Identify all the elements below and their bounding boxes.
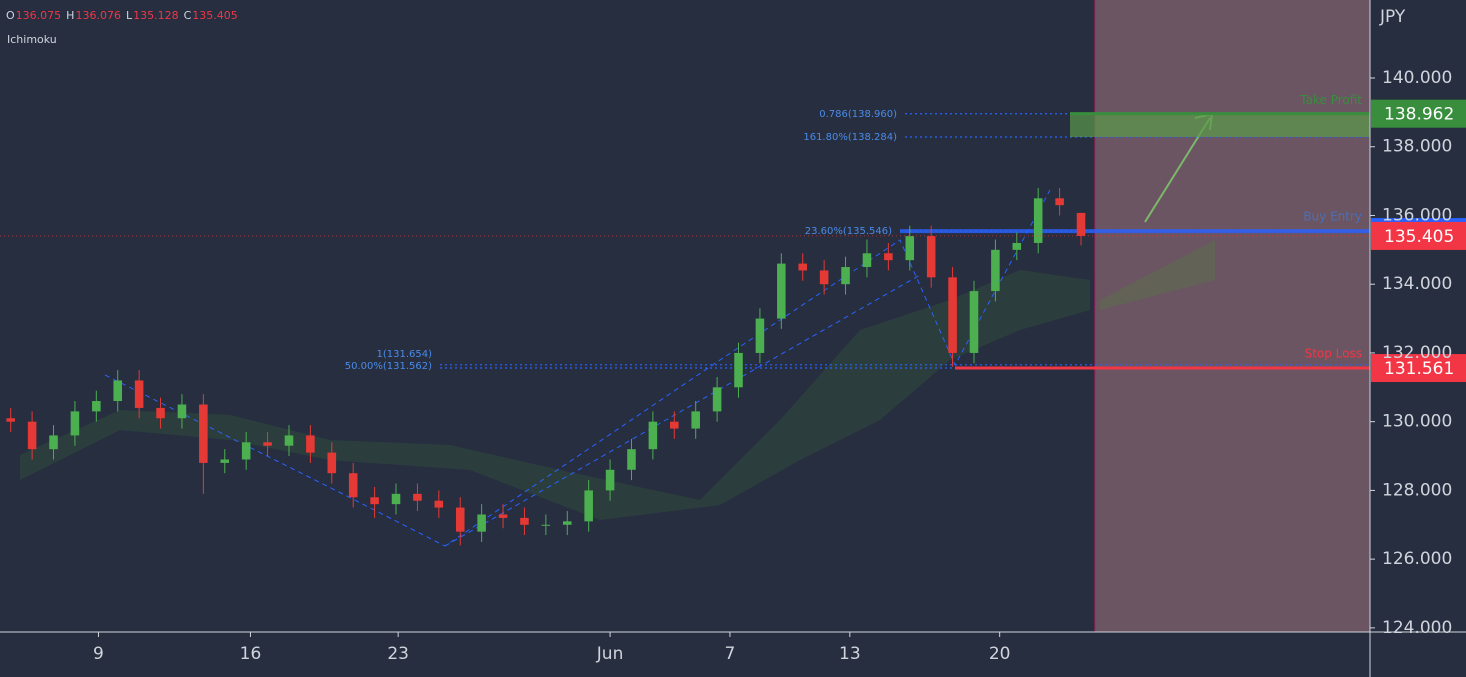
level-label: Stop Loss bbox=[1305, 347, 1362, 361]
x-tick-label: 9 bbox=[93, 644, 104, 664]
candle-body bbox=[391, 493, 401, 505]
x-tick-label: 23 bbox=[387, 644, 409, 664]
future-zone bbox=[1095, 0, 1370, 632]
candle-body bbox=[134, 380, 144, 408]
candle-body bbox=[926, 236, 936, 278]
candle-body bbox=[905, 236, 915, 261]
price-badge-text: 138.962 bbox=[1384, 105, 1454, 125]
take-profit-zone bbox=[1070, 113, 1370, 137]
candle-body bbox=[306, 435, 315, 453]
fib-label: 50.00%(131.562) bbox=[345, 361, 432, 372]
candle-body bbox=[1012, 242, 1022, 250]
candle-body bbox=[220, 459, 230, 463]
candle-body bbox=[70, 411, 80, 436]
candle-body bbox=[948, 277, 957, 353]
candle-body bbox=[498, 514, 508, 518]
ohlc-key: H bbox=[66, 9, 74, 22]
candle-body bbox=[1033, 198, 1043, 243]
ohlc-value: 136.076 bbox=[75, 9, 121, 22]
candle-body bbox=[734, 352, 743, 388]
candle-body bbox=[648, 421, 658, 450]
ohlc-key: O bbox=[6, 9, 15, 22]
ichimoku-cloud bbox=[20, 270, 1090, 520]
candle-body bbox=[434, 500, 444, 508]
candle-body bbox=[327, 452, 337, 474]
y-tick-label: 136.000 bbox=[1382, 205, 1452, 225]
ohlc-value: 135.405 bbox=[192, 9, 238, 22]
candle-body bbox=[27, 421, 37, 450]
x-tick-label: Jun bbox=[596, 644, 624, 664]
candle-body bbox=[92, 401, 101, 412]
current-price-badge bbox=[1371, 221, 1466, 250]
candle-body bbox=[348, 473, 358, 498]
candle-body bbox=[520, 517, 529, 525]
level-label: Take Profit bbox=[1299, 93, 1362, 107]
candle-body bbox=[241, 442, 251, 460]
zigzag-path bbox=[444, 274, 921, 547]
fib-label: 161.80%(138.284) bbox=[803, 132, 897, 143]
candle-body bbox=[1076, 212, 1086, 236]
ichimoku-cloud-future bbox=[1100, 240, 1215, 310]
candle-body bbox=[477, 514, 486, 532]
candle-body bbox=[6, 418, 15, 422]
candle-body bbox=[413, 493, 422, 501]
candle-body bbox=[862, 253, 872, 268]
indicator-label: Ichimoku bbox=[7, 33, 57, 46]
fib-label: 0.786(138.960) bbox=[819, 109, 897, 120]
candle-body bbox=[670, 421, 679, 429]
candle-body bbox=[969, 291, 979, 353]
candle-body bbox=[541, 524, 551, 526]
candle-body bbox=[562, 521, 572, 525]
fib-label: 23.60%(135.546) bbox=[805, 226, 892, 237]
candle-body bbox=[199, 404, 208, 463]
candle-body bbox=[755, 318, 765, 353]
candle-body bbox=[884, 253, 893, 261]
ohlc-key: L bbox=[126, 9, 133, 22]
candle-body bbox=[1055, 198, 1064, 206]
candle-body bbox=[584, 490, 593, 522]
x-tick-label: 16 bbox=[240, 644, 262, 664]
candle-body bbox=[841, 267, 850, 285]
candle-body bbox=[455, 507, 465, 532]
candle-body bbox=[991, 249, 1000, 292]
current-price-text: 135.405 bbox=[1384, 227, 1454, 247]
candle-body bbox=[605, 469, 615, 491]
y-tick-label: 138.000 bbox=[1382, 137, 1452, 157]
fib-label: 1(131.654) bbox=[376, 349, 432, 360]
candle-body bbox=[819, 270, 829, 285]
candle-body bbox=[156, 407, 165, 419]
x-tick-label: 7 bbox=[725, 644, 736, 664]
y-tick-label: 134.000 bbox=[1382, 274, 1452, 294]
candle-body bbox=[284, 435, 294, 446]
candle-body bbox=[177, 404, 187, 419]
candle-body bbox=[798, 263, 808, 271]
ohlc-value: 136.075 bbox=[16, 9, 62, 22]
candle-body bbox=[691, 411, 700, 429]
y-tick-label: 126.000 bbox=[1382, 549, 1452, 569]
ohlc-value: 135.128 bbox=[133, 9, 179, 22]
currency: JPY bbox=[1379, 7, 1406, 27]
price-badge bbox=[1371, 354, 1466, 383]
y-tick-label: 124.000 bbox=[1382, 618, 1452, 638]
y-tick-label: 130.000 bbox=[1382, 412, 1452, 432]
x-tick-label: 20 bbox=[989, 644, 1011, 664]
candle-body bbox=[370, 497, 379, 505]
buy-entry-label: Buy Entry bbox=[1303, 210, 1362, 224]
y-tick-label: 132.000 bbox=[1382, 343, 1452, 363]
candle-body bbox=[627, 449, 636, 470]
candle-body bbox=[777, 263, 786, 319]
candle-body bbox=[49, 435, 58, 450]
candle-body bbox=[712, 387, 722, 412]
candle-body bbox=[113, 380, 123, 402]
price-badge-text: 131.561 bbox=[1384, 359, 1454, 379]
price-badge bbox=[1371, 99, 1466, 128]
candle-body bbox=[263, 442, 272, 446]
ohlc-key: C bbox=[184, 9, 192, 22]
y-tick-label: 140.000 bbox=[1382, 68, 1452, 88]
x-tick-label: 13 bbox=[839, 644, 861, 664]
y-tick-label: 128.000 bbox=[1382, 480, 1452, 500]
